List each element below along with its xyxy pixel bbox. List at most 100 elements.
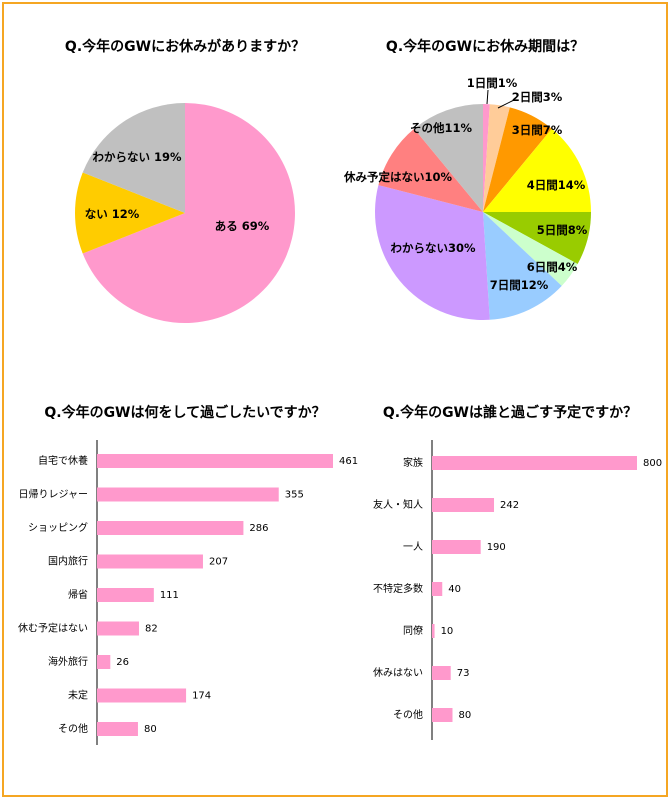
category-label: 海外旅行 [48, 655, 88, 668]
slice-label: 3日間7% [512, 123, 563, 137]
value-label: 242 [500, 500, 519, 511]
slice-value: 12% [521, 278, 549, 292]
bar [97, 588, 154, 602]
slice-category: 6日間 [527, 260, 558, 274]
slice-value: 14% [558, 178, 586, 192]
slice-label: 休み予定はない10% [343, 170, 453, 184]
value-label: 40 [448, 584, 461, 595]
pie-slice [82, 103, 296, 323]
pie-slice [483, 107, 552, 212]
slice-value: 3% [543, 90, 563, 104]
bar [432, 540, 481, 554]
pie-slice [483, 212, 578, 286]
slice-category: 1日間 [467, 76, 498, 90]
value-label: 80 [144, 724, 157, 735]
slice-label: 2日間3% [512, 90, 563, 104]
pie-slice [483, 212, 562, 320]
slice-value: 7% [543, 123, 563, 137]
category-label: 不特定多数 [373, 582, 423, 595]
category-label: 自宅で休養 [38, 454, 88, 467]
slice-category: 休み予定はない [343, 170, 425, 184]
category-label: 国内旅行 [48, 555, 88, 568]
value-label: 73 [457, 668, 470, 679]
value-label: 355 [285, 490, 304, 501]
slice-label: 4日間14% [527, 178, 586, 192]
slice-category: わからない [92, 150, 150, 164]
slice-category: 3日間 [512, 123, 543, 137]
chart-title: Q.今年のGWにお休みがありますか？ [65, 38, 305, 55]
value-label: 80 [459, 710, 472, 721]
bar [432, 708, 453, 722]
slice-category: 5日間 [537, 223, 568, 237]
slice-category: わからない [390, 241, 448, 255]
slice-value: 19% [154, 150, 182, 164]
category-label: 同僚 [403, 624, 423, 637]
slice-value: 8% [568, 223, 588, 237]
bar [432, 582, 443, 596]
bar [97, 521, 244, 535]
category-label: 家族 [403, 456, 423, 469]
slice-value: 30% [448, 241, 476, 255]
slice-label: わからない 19% [92, 150, 182, 164]
category-label: その他 [58, 722, 88, 735]
category-label: 未定 [68, 689, 88, 702]
slice-category: 2日間 [512, 90, 543, 104]
bar [432, 456, 637, 470]
category-label: 日帰りレジャー [19, 488, 89, 501]
slice-category: ない [85, 207, 108, 221]
pie-slice [414, 104, 483, 212]
value-label: 174 [192, 691, 211, 702]
slice-value: 10% [424, 170, 452, 184]
slice-value: 11% [444, 121, 472, 135]
slice-label: わからない30% [390, 241, 476, 255]
bar [97, 688, 187, 703]
slice-category: その他 [410, 121, 445, 135]
slice-value: 12% [112, 207, 140, 221]
slice-label: ある 69% [215, 219, 270, 233]
pie-slice [75, 172, 185, 254]
pie-slice [483, 104, 490, 212]
slice-category: 4日間 [527, 178, 558, 192]
value-label: 207 [209, 557, 228, 568]
slice-label: 7日間12% [490, 278, 549, 292]
slice-value: 69% [242, 219, 270, 233]
slice-label: 6日間4% [527, 260, 578, 274]
slice-label: その他11% [410, 121, 473, 135]
pie-slice [375, 185, 490, 320]
category-label: 帰省 [68, 588, 88, 601]
leader-line [486, 89, 489, 105]
category-label: その他 [393, 708, 423, 721]
pie-slice [378, 128, 483, 212]
slice-label: 1日間1% [467, 76, 518, 90]
chart-title: Q.今年のGWは何をして過ごしたいですか？ [44, 404, 325, 421]
bar [432, 498, 495, 512]
slice-category: ある [215, 219, 238, 233]
bar [432, 666, 451, 680]
bar [97, 655, 111, 669]
value-label: 10 [441, 626, 454, 637]
slice-category: 7日間 [490, 278, 521, 292]
category-label: ショッピング [28, 521, 88, 534]
chart-title: Q.今年のGWは誰と過ごす予定ですか？ [383, 404, 637, 421]
value-label: 111 [160, 590, 179, 601]
slice-value: 1% [498, 76, 518, 90]
value-label: 190 [487, 542, 506, 553]
slice-label: 5日間8% [537, 223, 588, 237]
category-label: 友人・知人 [373, 498, 423, 511]
bar [97, 487, 279, 502]
value-label: 82 [145, 624, 158, 635]
value-label: 800 [643, 458, 662, 469]
category-label: 一人 [403, 541, 423, 553]
slice-label: ない 12% [85, 207, 140, 221]
category-label: 休みはない [373, 667, 423, 679]
bar [97, 722, 138, 736]
value-label: 26 [116, 657, 129, 668]
pie-slice [483, 212, 591, 265]
bar [97, 554, 203, 569]
leader-line [497, 99, 515, 109]
pie-slice [483, 128, 591, 212]
bar [97, 454, 333, 468]
chart-title: Q.今年のGWにお休み期間は？ [386, 38, 584, 55]
